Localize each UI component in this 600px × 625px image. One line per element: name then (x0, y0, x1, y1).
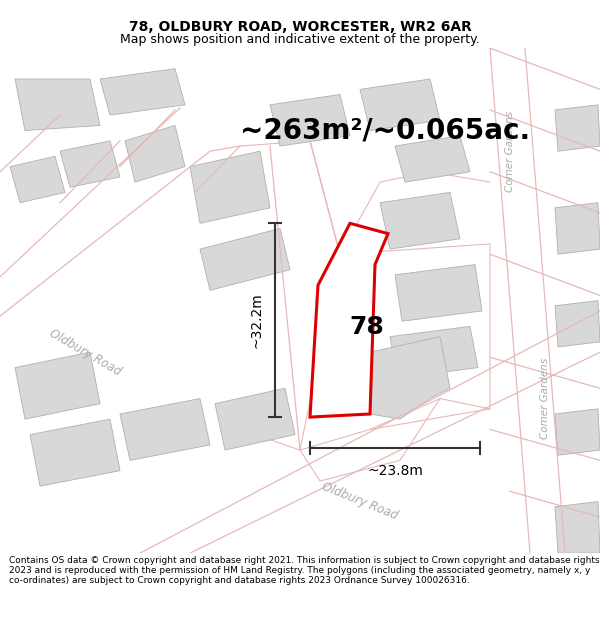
Text: Oldbury Road: Oldbury Road (47, 326, 123, 378)
Text: Contains OS data © Crown copyright and database right 2021. This information is : Contains OS data © Crown copyright and d… (9, 556, 599, 586)
Polygon shape (15, 79, 100, 131)
Polygon shape (555, 502, 600, 553)
Polygon shape (395, 136, 470, 182)
Polygon shape (30, 419, 120, 486)
Polygon shape (395, 264, 482, 321)
Polygon shape (555, 105, 600, 151)
Polygon shape (490, 48, 560, 553)
Polygon shape (215, 388, 295, 450)
Polygon shape (555, 202, 600, 254)
Text: ~32.2m: ~32.2m (250, 292, 264, 348)
Text: 78, OLDBURY ROAD, WORCESTER, WR2 6AR: 78, OLDBURY ROAD, WORCESTER, WR2 6AR (128, 20, 472, 34)
Text: Comer Gardens: Comer Gardens (540, 358, 550, 439)
Polygon shape (555, 301, 600, 347)
Text: 78: 78 (349, 315, 384, 339)
Text: ~23.8m: ~23.8m (367, 464, 423, 478)
Polygon shape (200, 229, 290, 291)
Polygon shape (60, 141, 120, 188)
Polygon shape (120, 399, 210, 461)
Text: Comer Gardens: Comer Gardens (505, 111, 515, 192)
Polygon shape (10, 156, 65, 202)
Polygon shape (125, 126, 185, 182)
Text: Oldbury Road: Oldbury Road (320, 481, 400, 522)
Polygon shape (380, 192, 460, 249)
Text: ~263m²/~0.065ac.: ~263m²/~0.065ac. (240, 117, 530, 144)
Polygon shape (270, 94, 350, 146)
Polygon shape (130, 306, 600, 553)
Polygon shape (390, 326, 478, 378)
Polygon shape (360, 79, 440, 131)
Polygon shape (190, 151, 270, 223)
Polygon shape (0, 141, 150, 296)
Polygon shape (555, 409, 600, 455)
Polygon shape (100, 69, 185, 115)
Polygon shape (15, 352, 100, 419)
Polygon shape (370, 337, 450, 419)
Polygon shape (310, 223, 388, 417)
Text: Map shows position and indicative extent of the property.: Map shows position and indicative extent… (120, 34, 480, 46)
